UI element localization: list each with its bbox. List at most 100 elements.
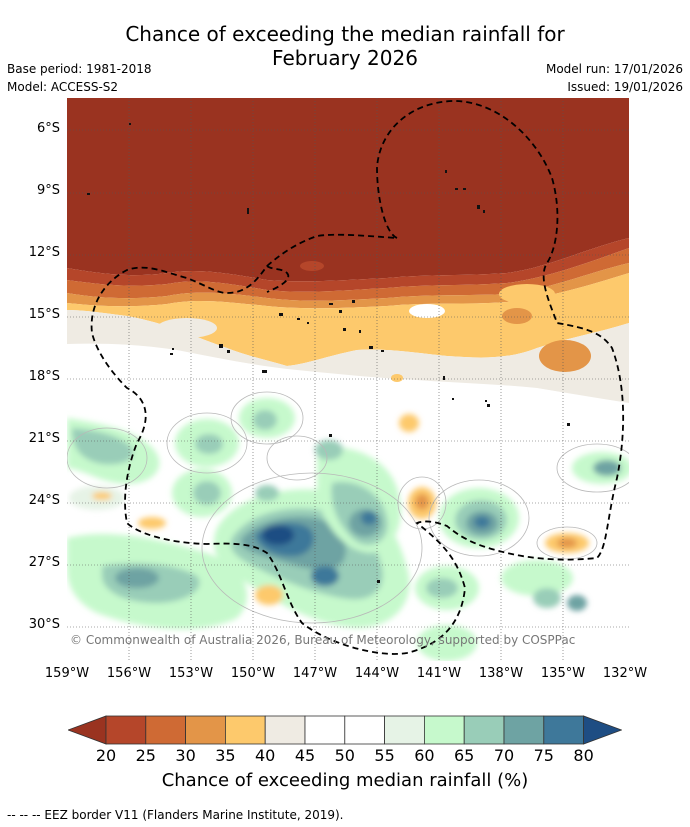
colorbar-swatch xyxy=(344,715,385,745)
title-line-1: Chance of exceeding the median rainfall … xyxy=(125,22,565,46)
copyright-notice: © Commonwealth of Australia 2026, Bureau… xyxy=(70,633,576,647)
colorbar-swatch xyxy=(463,715,505,745)
colorbar-tick: 45 xyxy=(294,746,316,765)
lon-label: 150°W xyxy=(230,666,276,681)
lat-label: 18°S xyxy=(28,369,60,384)
orange-blob-2 xyxy=(499,284,555,304)
colorbar-swatch xyxy=(423,715,465,745)
orange-blob-3 xyxy=(502,308,532,324)
band-35 xyxy=(67,263,629,309)
lat-label: 12°S xyxy=(28,245,60,260)
yellow-west-dot xyxy=(138,517,166,529)
teal-blob-1 xyxy=(195,434,223,454)
teal-se xyxy=(533,588,561,608)
rainfall-map xyxy=(67,98,629,661)
map-title: Chance of exceeding the median rainfall … xyxy=(0,22,690,70)
colorbar-tick: 80 xyxy=(573,746,594,765)
model-name: Model: ACCESS-S2 xyxy=(7,80,119,94)
lon-label: 132°W xyxy=(602,666,648,681)
lat-label: 6°S xyxy=(36,121,60,136)
metadata-right: Model run: 17/01/2026 Issued: 19/01/2026 xyxy=(546,60,683,96)
band-45 xyxy=(67,310,629,403)
orange-se-core xyxy=(557,538,577,548)
colorbar-tick: 25 xyxy=(135,746,156,765)
orange-blob-1 xyxy=(539,340,591,372)
lon-label: 144°W xyxy=(354,666,400,681)
lat-label: 9°S xyxy=(36,183,60,198)
colorbar-swatch xyxy=(145,715,187,745)
contour-lines xyxy=(67,391,629,624)
lon-label: 135°W xyxy=(540,666,586,681)
lon-label: 159°W xyxy=(44,666,90,681)
title-line-2: February 2026 xyxy=(272,46,418,70)
eez-border xyxy=(90,100,625,655)
lat-label: 21°S xyxy=(28,431,60,446)
colorbar-tick: 30 xyxy=(175,746,196,765)
green-se xyxy=(501,560,573,596)
colorbar-label: Chance of exceeding median rainfall (%) xyxy=(161,770,529,791)
islands xyxy=(87,123,570,583)
teal-patch-west xyxy=(72,428,133,465)
steel-se xyxy=(567,595,587,611)
eez-border-inner xyxy=(266,265,290,293)
white-patch-1 xyxy=(409,304,445,318)
lon-label: 141°W xyxy=(416,666,462,681)
steel-blob-sw xyxy=(115,568,159,588)
yellow-east-dot xyxy=(399,414,419,432)
colorbar xyxy=(68,715,622,745)
teal-blob-2 xyxy=(253,410,277,430)
base-period: Base period: 1981-2018 xyxy=(7,62,152,76)
colorbar-swatch xyxy=(224,715,266,745)
eez-footnote: -- -- -- EEZ border V11 (Flanders Marine… xyxy=(7,808,344,822)
yellow-west-dot-2 xyxy=(92,492,112,500)
lat-label: 15°S xyxy=(28,307,60,322)
beige-patch-1 xyxy=(157,318,217,338)
colorbar-swatch xyxy=(384,715,425,745)
colorbar-tick: 40 xyxy=(255,746,276,765)
colorbar-tick: 35 xyxy=(215,746,236,765)
lat-label: 27°S xyxy=(28,555,60,570)
band-20 xyxy=(67,98,629,282)
model-run: Model run: 17/01/2026 xyxy=(545,62,683,76)
blue-south-central xyxy=(311,566,339,586)
teal-east-2 xyxy=(426,578,458,598)
lon-label: 147°W xyxy=(292,666,338,681)
map-canvas xyxy=(67,98,629,661)
band-30 xyxy=(67,248,629,301)
issued-date: Issued: 19/01/2026 xyxy=(567,80,683,94)
teal-mid-3 xyxy=(315,440,343,460)
colorbar-tick: 65 xyxy=(454,746,475,765)
teal-far-east xyxy=(593,460,621,476)
colorbar-tick: 55 xyxy=(374,746,395,765)
colorbar-tick: 60 xyxy=(414,746,435,765)
colorbar-swatch xyxy=(185,715,226,745)
graticule xyxy=(67,98,629,661)
blue-east-central xyxy=(361,511,377,525)
colorbar-tick: 50 xyxy=(334,746,355,765)
orange-east-core xyxy=(415,494,429,510)
colorbar-max-arrow xyxy=(583,715,622,745)
lon-label: 156°W xyxy=(106,666,152,681)
colorbar-swatch xyxy=(503,715,545,745)
teal-mid-west xyxy=(193,481,221,505)
lon-label: 153°W xyxy=(168,666,214,681)
colorbar-swatch xyxy=(105,715,147,745)
band-40 xyxy=(67,273,629,366)
colorbar-swatch xyxy=(543,715,584,745)
yellow-south-dot xyxy=(255,585,283,605)
colorbar-min-arrow xyxy=(68,715,107,745)
yellow-dot-1 xyxy=(391,374,403,382)
colorbar-tick: 20 xyxy=(95,746,117,765)
lat-label: 24°S xyxy=(28,493,60,508)
green-south xyxy=(417,625,477,661)
band-25 xyxy=(67,238,629,292)
colorbar-tick: 70 xyxy=(493,746,515,765)
colorbar-swatch xyxy=(264,715,306,745)
metadata-left: Base period: 1981-2018 Model: ACCESS-S2 xyxy=(7,60,152,96)
lat-label: 30°S xyxy=(28,617,60,632)
blue-east-1 xyxy=(474,516,490,528)
darkblue-core xyxy=(262,525,294,545)
red-dot-1 xyxy=(300,261,324,271)
colorbar-tick: 75 xyxy=(533,746,554,765)
teal-mid-2 xyxy=(255,485,279,501)
